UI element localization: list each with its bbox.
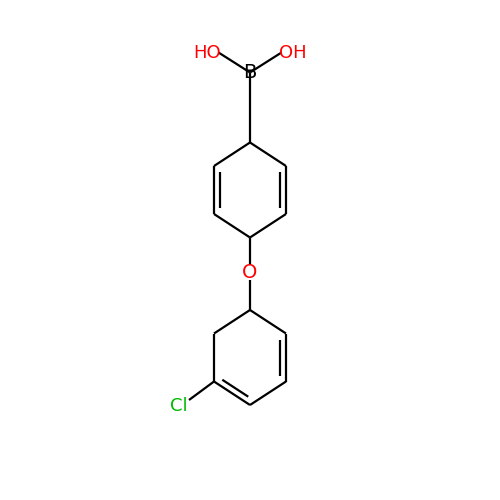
- Text: O: O: [242, 263, 258, 282]
- Text: OH: OH: [278, 44, 306, 62]
- Text: HO: HO: [194, 44, 222, 62]
- Text: B: B: [244, 63, 256, 82]
- Text: Cl: Cl: [170, 397, 188, 415]
